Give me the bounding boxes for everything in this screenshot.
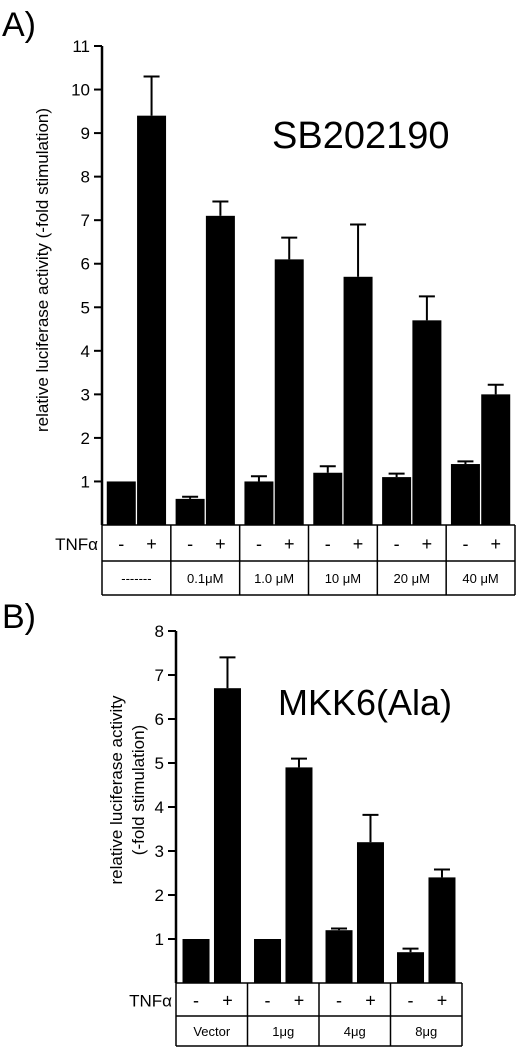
bar-tnf-minus xyxy=(325,930,353,983)
y-tick-label: 11 xyxy=(72,37,90,56)
y-tick-label: 7 xyxy=(155,666,164,685)
panel-a-annotation: SB202190 xyxy=(272,115,450,157)
y-tick-label: 5 xyxy=(81,298,90,317)
bar-tnf-minus xyxy=(313,472,343,525)
bar-tnf-minus xyxy=(382,477,412,525)
panel-b: B) MKK6(Ala) relative luciferase activit… xyxy=(2,598,463,1047)
bar-tnf-plus xyxy=(205,215,235,525)
tnf-minus-sign: - xyxy=(256,534,262,554)
bar-tnf-minus xyxy=(106,481,136,525)
dose-label: 0.1μM xyxy=(187,571,223,586)
tnf-minus-sign: - xyxy=(394,534,400,554)
panel-b-axes: 1 2 3 4 5 6 7 8 xyxy=(155,622,178,983)
tnf-alpha-label: TNFα xyxy=(129,992,172,1011)
y-tick-label: 7 xyxy=(81,211,90,230)
y-tick-label: 4 xyxy=(81,342,90,361)
y-tick-label: 9 xyxy=(81,124,90,143)
bar-tnf-minus xyxy=(182,939,210,983)
dose-label: 1μg xyxy=(272,1024,294,1039)
bar-tnf-plus xyxy=(137,115,167,525)
y-tick-label: 10 xyxy=(71,81,90,100)
dose-label: 4μg xyxy=(344,1024,366,1039)
bar-tnf-plus xyxy=(356,842,384,983)
tnf-minus-sign: - xyxy=(193,991,199,1011)
tnf-plus-sign: + xyxy=(215,534,226,554)
bar-tnf-minus xyxy=(244,481,274,525)
tnf-plus-sign: + xyxy=(437,991,448,1011)
panel-a-label: A) xyxy=(2,6,36,44)
tnf-plus-sign: + xyxy=(146,534,157,554)
bar-tnf-plus xyxy=(412,320,442,525)
bar-tnf-plus xyxy=(274,259,304,525)
panel-b-treatment-table: TNFα - +Vector- +1μg- +4μg- +8μg xyxy=(129,982,463,1047)
dose-label: Vector xyxy=(193,1024,231,1039)
bar-tnf-plus xyxy=(481,394,511,525)
bar-tnf-minus xyxy=(450,464,480,525)
panel-b-bars xyxy=(182,656,456,983)
y-tick-label: 1 xyxy=(81,472,90,491)
bar-tnf-minus xyxy=(175,498,205,525)
tnf-minus-sign: - xyxy=(265,991,271,1011)
tnf-minus-sign: - xyxy=(336,991,342,1011)
panel-b-label: B) xyxy=(2,598,36,636)
panel-a: A) SB202190 relative luciferase activity… xyxy=(2,6,516,596)
y-tick-label: 2 xyxy=(81,429,90,448)
tnf-minus-sign: - xyxy=(408,991,414,1011)
panel-b-y-axis-label-line1: relative luciferase activity xyxy=(107,695,126,884)
bar-tnf-minus xyxy=(254,939,282,983)
dose-label: ------- xyxy=(121,571,151,586)
tnf-minus-sign: - xyxy=(118,534,124,554)
y-tick-label: 6 xyxy=(81,255,90,274)
y-tick-label: 8 xyxy=(81,168,90,187)
dose-label: 40 μM xyxy=(462,571,498,586)
dose-label: 8μg xyxy=(415,1024,437,1039)
tnf-plus-sign: + xyxy=(353,534,364,554)
dose-label: 1.0 μM xyxy=(254,571,294,586)
panel-a-axes: 1 2 3 4 5 6 7 8 9 10 11 xyxy=(71,37,104,525)
bar-tnf-minus xyxy=(397,952,425,983)
bar-tnf-plus xyxy=(213,688,241,983)
panel-a-treatment-table: TNFα - +-------- +0.1μM- +1.0 μM- +10 μM- +20 … xyxy=(55,524,516,596)
tnf-plus-sign: + xyxy=(294,991,305,1011)
panel-b-annotation: MKK6(Ala) xyxy=(278,682,452,723)
tnf-plus-sign: + xyxy=(422,534,433,554)
tnf-minus-sign: - xyxy=(325,534,331,554)
bar-tnf-plus xyxy=(428,877,456,983)
dose-label: 20 μM xyxy=(394,571,430,586)
dose-label: 10 μM xyxy=(325,571,361,586)
tnf-plus-sign: + xyxy=(490,534,501,554)
tnf-plus-sign: + xyxy=(222,991,233,1011)
tnf-plus-sign: + xyxy=(365,991,376,1011)
panel-b-y-axis-label-line2: (-fold stimulation) xyxy=(129,725,148,855)
tnf-alpha-label: TNFα xyxy=(55,535,98,554)
panel-a-y-axis-label: relative luciferase activity (-fold stim… xyxy=(33,108,52,432)
y-tick-label: 1 xyxy=(155,930,164,949)
bar-tnf-plus xyxy=(285,767,313,983)
panel-a-bars xyxy=(106,75,511,525)
y-tick-label: 3 xyxy=(81,385,90,404)
y-tick-label: 2 xyxy=(155,886,164,905)
y-tick-label: 5 xyxy=(155,754,164,773)
y-tick-label: 8 xyxy=(155,622,164,641)
y-tick-label: 4 xyxy=(155,798,164,817)
bar-tnf-plus xyxy=(343,276,373,525)
y-tick-label: 6 xyxy=(155,710,164,729)
tnf-minus-sign: - xyxy=(187,534,193,554)
tnf-plus-sign: + xyxy=(284,534,295,554)
tnf-minus-sign: - xyxy=(462,534,468,554)
y-tick-label: 3 xyxy=(155,842,164,861)
